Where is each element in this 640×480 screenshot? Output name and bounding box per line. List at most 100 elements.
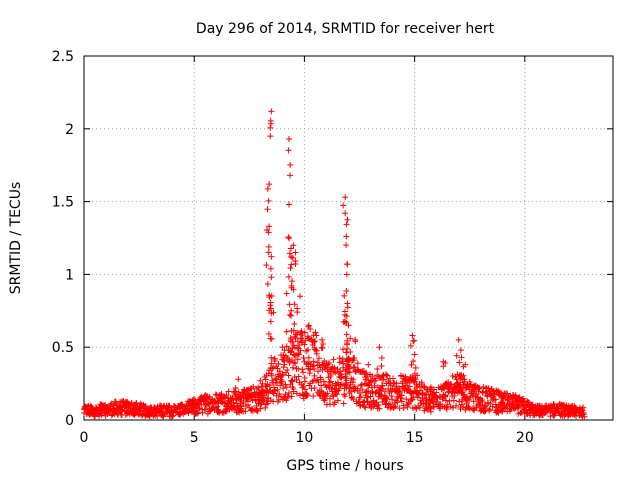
data-point (358, 381, 365, 388)
data-point (307, 326, 314, 333)
data-point (268, 253, 275, 260)
data-point (398, 398, 405, 405)
data-point (293, 390, 300, 397)
data-point (280, 364, 287, 371)
data-point (301, 341, 308, 348)
data-point (320, 341, 327, 348)
data-point (371, 382, 378, 389)
data-point (265, 243, 272, 250)
data-point (455, 336, 462, 343)
data-point (311, 338, 318, 345)
data-point (310, 377, 317, 384)
data-point (299, 366, 306, 373)
data-point (365, 377, 372, 384)
y-tick-label: 1.5 (52, 195, 74, 211)
data-point (408, 390, 415, 397)
data-point (382, 394, 389, 401)
data-point (294, 356, 301, 363)
data-point (378, 362, 385, 369)
data-point (259, 387, 266, 394)
data-point (264, 185, 271, 192)
data-point (515, 404, 522, 411)
data-point (409, 389, 416, 396)
data-point (376, 405, 383, 412)
data-point (270, 390, 277, 397)
data-point (278, 393, 284, 400)
data-point (329, 382, 336, 389)
data-point (341, 393, 348, 400)
data-point (406, 383, 413, 390)
data-point (384, 372, 391, 379)
data-point (442, 393, 449, 400)
data-point (332, 369, 339, 376)
data-point (340, 400, 347, 407)
data-point (282, 369, 289, 376)
data-point (285, 273, 292, 280)
data-point (268, 360, 275, 367)
data-point (301, 329, 308, 336)
data-point (344, 340, 351, 347)
data-point (288, 378, 295, 385)
data-point (400, 402, 407, 409)
data-point (295, 373, 302, 380)
data-point (372, 377, 379, 384)
data-point (483, 405, 490, 412)
data-point (320, 361, 327, 368)
data-point (384, 395, 391, 402)
data-point (330, 356, 337, 363)
data-point (375, 402, 382, 409)
data-point (287, 245, 294, 252)
data-point (361, 403, 368, 410)
data-point (393, 380, 400, 387)
data-point (345, 355, 352, 362)
chart-title: Day 296 of 2014, SRMTID for receiver her… (196, 21, 495, 37)
data-point (263, 383, 270, 390)
data-point (474, 394, 481, 401)
data-point (285, 389, 292, 396)
data-point (305, 335, 312, 342)
data-point (289, 378, 296, 385)
data-point (347, 335, 354, 342)
data-point (283, 343, 290, 350)
data-point (268, 310, 275, 317)
data-point (304, 392, 311, 399)
data-point (164, 408, 171, 415)
data-point (289, 338, 296, 345)
data-point (299, 332, 306, 339)
data-point (323, 393, 330, 400)
data-point (159, 404, 166, 411)
data-point (343, 288, 350, 295)
data-point (392, 403, 399, 410)
data-point (411, 370, 418, 377)
data-point (314, 359, 321, 366)
data-point (480, 384, 487, 391)
data-point (288, 393, 295, 400)
data-point (336, 385, 343, 392)
data-point (350, 376, 357, 383)
data-point (310, 362, 317, 369)
data-point (487, 406, 494, 413)
data-point (407, 342, 414, 349)
data-point (316, 387, 323, 394)
data-point (467, 381, 474, 388)
y-tick-label: 2 (65, 122, 74, 138)
data-point (288, 307, 295, 314)
data-point (267, 133, 274, 140)
data-point (511, 405, 518, 412)
data-point (413, 384, 420, 391)
data-point (289, 364, 296, 371)
data-point (460, 381, 467, 388)
data-point (470, 406, 477, 413)
data-point (451, 390, 458, 397)
data-point (473, 404, 480, 411)
data-point (217, 392, 224, 399)
data-point (288, 261, 295, 268)
data-point (363, 388, 370, 395)
data-point (453, 376, 460, 383)
data-point (263, 262, 270, 269)
data-point (470, 398, 477, 405)
x-tick-label: 20 (516, 430, 534, 446)
data-point (266, 223, 273, 230)
data-point (312, 329, 319, 336)
data-point (458, 354, 465, 361)
